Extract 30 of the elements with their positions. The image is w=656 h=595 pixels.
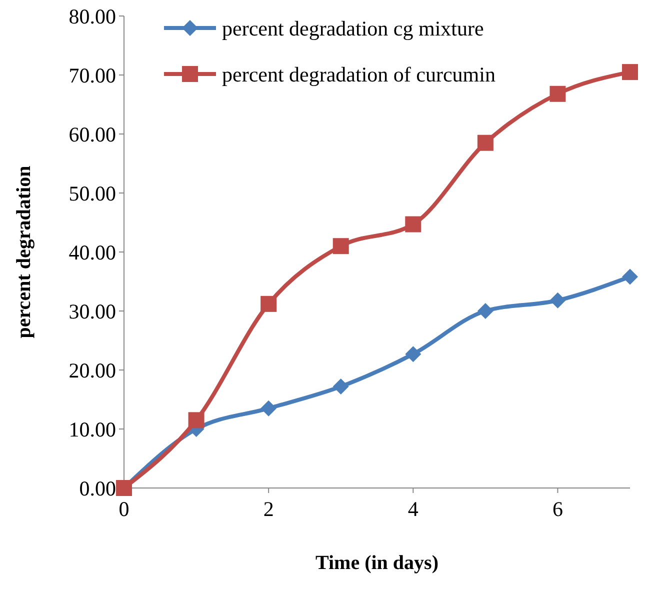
y-tick-label: 10.00 <box>68 417 116 442</box>
y-tick-label: 80.00 <box>68 4 116 28</box>
point <box>405 216 422 232</box>
point <box>260 400 277 416</box>
y-tick-label: 30.00 <box>68 299 116 324</box>
y-tick-label: 60.00 <box>68 122 116 146</box>
x-tick-label: 0 <box>118 497 130 521</box>
point <box>188 412 204 428</box>
y-axis-title: percent degradation <box>13 166 35 338</box>
legend-label: percent degradation cg mixture <box>222 16 484 40</box>
y-tick-label: 0.00 <box>79 476 116 500</box>
point <box>405 346 422 362</box>
point <box>477 134 494 151</box>
point <box>622 64 638 80</box>
point <box>550 292 566 308</box>
x-tick-label: 6 <box>552 497 563 521</box>
x-tick-label: 2 <box>263 497 274 521</box>
y-tick-label: 50.00 <box>68 181 116 206</box>
y-tick-label: 70.00 <box>68 63 116 88</box>
x-axis-title: Time (in days) <box>316 552 438 574</box>
point <box>260 296 277 312</box>
x-tick-label: 4 <box>408 497 419 521</box>
point <box>332 238 349 254</box>
y-tick-label: 40.00 <box>68 240 116 264</box>
point <box>622 268 638 285</box>
legend-label: percent degradation of curcumin <box>222 62 496 86</box>
point <box>550 86 566 102</box>
point <box>477 303 494 319</box>
y-tick-label: 20.00 <box>68 358 116 382</box>
point <box>332 378 349 395</box>
